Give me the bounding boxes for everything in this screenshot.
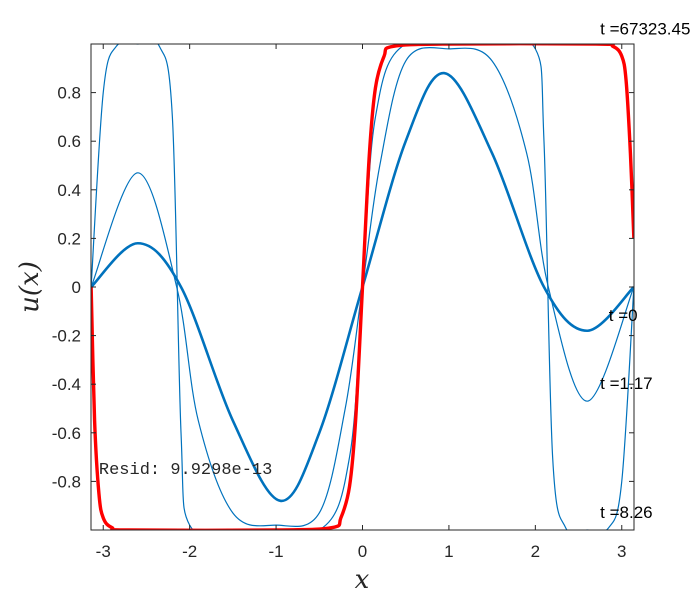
y-tick-label: -0.8 — [52, 472, 81, 491]
curve-time-label-2: t =1.17 — [600, 374, 652, 393]
residual-label: Resid: 9.9298e-13 — [99, 461, 272, 480]
y-tick-label: 0.4 — [57, 181, 81, 200]
y-tick-label: -0.4 — [52, 375, 81, 394]
series-line-3 — [91, 44, 634, 530]
y-tick-label: 0.6 — [57, 132, 81, 151]
y-tick-label: 0.8 — [57, 84, 81, 103]
y-tick-label: -0.6 — [52, 424, 81, 443]
x-tick-label: -1 — [269, 542, 284, 561]
x-tick-label: 0 — [358, 542, 367, 561]
curve-time-label-0: t =67323.45 — [600, 19, 690, 38]
x-tick-label: -2 — [182, 542, 197, 561]
x-axis-label: x — [355, 565, 370, 595]
tick-layer: -3 -2 -1 0 1 2 3 0.8 0.6 0.4 0.2 0 -0.2 -0.4 -0.6 -0.8 — [52, 44, 634, 561]
label-layer: t =67323.45 t =0 t =1.17 t =8.26 Resid: 9.92… — [99, 19, 691, 522]
x-tick-label: 1 — [444, 542, 453, 561]
series-layer — [91, 44, 634, 530]
y-tick-label: -0.2 — [52, 327, 81, 346]
y-tick-label: 0.2 — [57, 229, 81, 248]
y-tick-label: 0 — [72, 278, 81, 297]
y-axis-label: u(x) — [15, 261, 45, 313]
x-tick-label: -3 — [96, 542, 111, 561]
curve-time-label-3: t =8.26 — [600, 503, 652, 522]
x-tick-label: 3 — [617, 542, 626, 561]
x-tick-label: 2 — [531, 542, 540, 561]
curve-time-label-1: t =0 — [609, 306, 638, 325]
